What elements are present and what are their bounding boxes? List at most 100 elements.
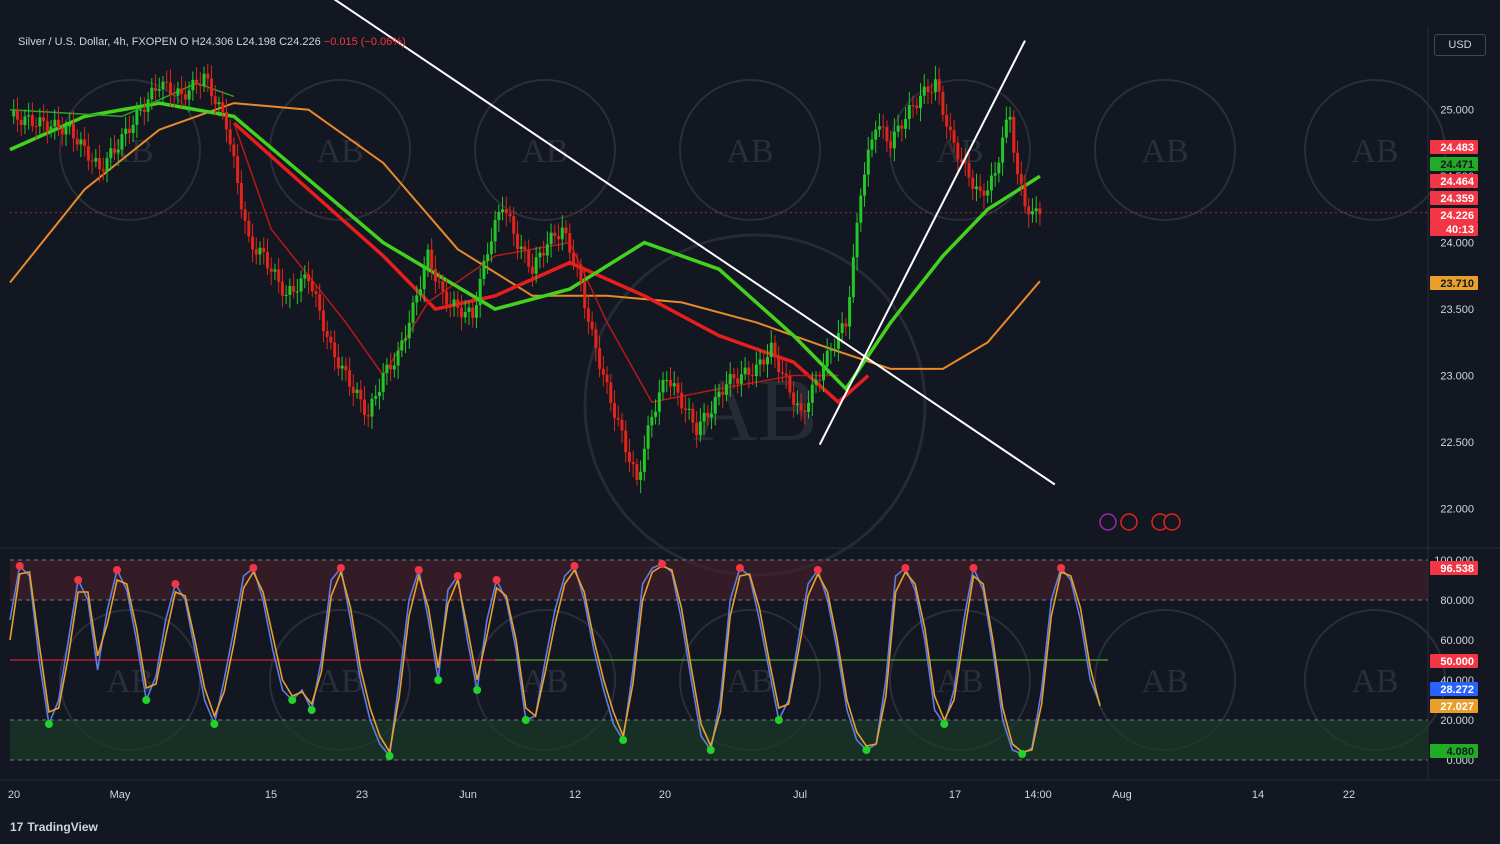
candle-body — [385, 364, 389, 374]
candle-body — [792, 392, 796, 405]
watermark-seal-icon — [1094, 79, 1236, 221]
candle-body — [646, 425, 650, 449]
candle-body — [109, 148, 113, 159]
candle-body — [519, 246, 523, 249]
candle-body — [1034, 208, 1038, 212]
candle-body — [698, 421, 702, 436]
price-label: 24.226 — [1440, 210, 1474, 222]
candle-body — [870, 139, 874, 150]
candle-body — [881, 126, 885, 128]
candle-body — [15, 110, 19, 120]
candle-body — [90, 160, 94, 162]
candle-body — [135, 110, 139, 125]
tradingview-logo[interactable]: 17 TradingView — [10, 820, 98, 834]
candle-body — [807, 402, 811, 412]
ema-green-slow — [9, 101, 1041, 392]
watermark-text: AB — [726, 663, 773, 700]
price-pane[interactable] — [9, 0, 1181, 531]
candle-body — [142, 109, 146, 112]
candle-body — [340, 365, 344, 369]
candle-body — [284, 294, 288, 296]
candle-body — [1023, 183, 1027, 207]
candle-body — [515, 233, 519, 249]
candle-body — [471, 307, 475, 318]
candle-body — [919, 95, 923, 109]
candle-body — [538, 252, 542, 258]
candle-body — [508, 213, 512, 217]
candle-body — [639, 471, 643, 480]
candle-body — [967, 162, 971, 178]
watermark-text: AB — [1351, 133, 1398, 170]
candle-body — [747, 367, 751, 376]
candle-body — [277, 269, 281, 282]
osc-tick-label: 20.000 — [1440, 715, 1474, 727]
price-label: 40:13 — [1446, 224, 1474, 236]
candle-body — [392, 365, 396, 370]
candle-body — [1016, 152, 1020, 175]
osc-trough-marker — [434, 676, 443, 684]
price-label: 24.471 — [1440, 159, 1474, 171]
candle-body — [904, 119, 908, 129]
watermark-text: AB — [521, 663, 568, 700]
candle-body — [150, 87, 154, 100]
candle-body — [351, 386, 355, 393]
candle-body — [295, 291, 299, 293]
candle-body — [568, 233, 572, 253]
candle-body — [624, 430, 628, 453]
candle-body — [512, 216, 516, 234]
candle-body — [844, 323, 848, 327]
price-tick-label: 24.000 — [1440, 238, 1474, 250]
osc-peak-marker — [658, 560, 667, 568]
price-label: 24.464 — [1440, 176, 1475, 188]
price-label: 24.483 — [1440, 142, 1474, 154]
candle-body — [49, 126, 53, 132]
candle-body — [997, 162, 1001, 174]
osc-peak-marker — [735, 564, 744, 572]
candle-body — [12, 110, 16, 117]
candle-body — [523, 246, 527, 251]
candle-body — [687, 408, 691, 410]
candle-body — [224, 112, 228, 130]
candle-body — [273, 269, 277, 272]
currency-button[interactable]: USD — [1434, 34, 1486, 56]
candle-body — [549, 232, 553, 245]
osc-trough-marker — [706, 746, 715, 754]
candle-body — [68, 123, 72, 127]
candle-body — [1008, 116, 1012, 120]
watermark-text: AB — [106, 663, 153, 700]
price-label: 24.359 — [1440, 193, 1474, 205]
candle-body — [803, 410, 807, 412]
candle-body — [642, 448, 646, 472]
candle-body — [228, 129, 232, 145]
watermark-text: AB — [936, 663, 983, 700]
watermark-text: AB — [316, 133, 363, 170]
candle-body — [590, 321, 594, 330]
candle-body — [288, 286, 292, 295]
candle-body — [821, 366, 825, 381]
tradingview-icon: 17 — [10, 820, 24, 834]
candle-body — [620, 419, 624, 431]
osc-trough-marker — [862, 746, 871, 754]
candle-body — [217, 102, 221, 105]
candle-body — [1027, 206, 1031, 215]
candle-body — [859, 195, 863, 223]
time-tick-label: Jun — [459, 789, 477, 801]
candle-body — [877, 126, 881, 130]
candle-body — [598, 348, 602, 369]
candle-body — [112, 148, 116, 153]
candle-body — [766, 356, 770, 365]
candle-body — [53, 119, 57, 127]
candle-body — [840, 323, 844, 334]
candle-body — [71, 123, 75, 139]
osc-peak-marker — [969, 564, 978, 572]
candle-body — [777, 355, 781, 373]
oscillator-pane[interactable] — [9, 560, 1101, 760]
candle-body — [683, 408, 687, 410]
candle-body — [314, 291, 318, 295]
osc-trough-marker — [142, 696, 151, 704]
stochastic-line-2 — [9, 565, 1101, 755]
osc-trough-marker — [473, 686, 482, 694]
candle-body — [713, 397, 717, 414]
candle-body — [534, 257, 538, 274]
